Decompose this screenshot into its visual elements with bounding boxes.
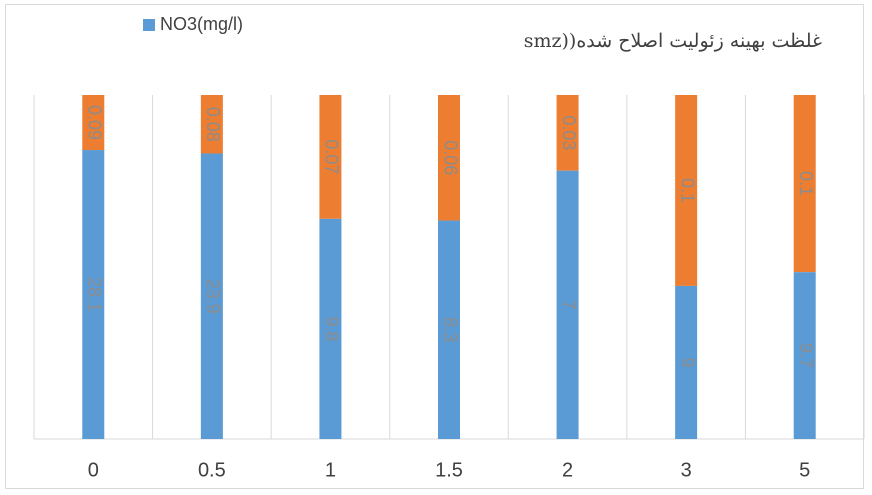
data-label-orange-0.5: 0.08 <box>203 107 223 142</box>
data-label-orange-3: 0.1 <box>677 178 697 203</box>
x-tick-3: 3 <box>681 459 692 481</box>
bar-blue-0 <box>82 150 105 440</box>
x-tick-1.5: 1.5 <box>435 459 463 481</box>
bar-orange-1 <box>319 95 342 219</box>
data-label-orange-5: 0.1 <box>796 171 816 196</box>
chart-frame <box>5 4 864 489</box>
legend-label-no3: NO3(mg/l) <box>160 14 244 34</box>
data-label-orange-1.5: 0.06 <box>440 140 460 175</box>
data-label-blue-2: 7 <box>559 300 579 310</box>
data-label-blue-3: 9 <box>677 357 697 367</box>
x-tick-0.5: 0.5 <box>198 459 226 481</box>
data-label-blue-0.5: 23.9 <box>203 279 223 314</box>
data-label-blue-0: 28.1 <box>85 277 105 312</box>
chart-title: غلظت بهینه زئولیت اصلاح شده((smz <box>523 30 822 52</box>
data-label-blue-1.5: 8.3 <box>440 317 460 342</box>
bar-orange-3 <box>675 95 698 286</box>
bar-blue-0.5 <box>200 153 223 440</box>
data-label-blue-5: 9.7 <box>796 343 816 368</box>
x-tick-0: 0 <box>88 459 99 481</box>
bar-blue-1.5 <box>438 220 460 439</box>
x-tick-2: 2 <box>562 459 573 481</box>
x-tick-1: 1 <box>325 459 336 481</box>
bar-orange-0 <box>82 95 105 151</box>
legend-swatch-no3 <box>143 18 155 31</box>
bar-orange-2 <box>556 95 579 171</box>
bar-orange-0.5 <box>200 95 223 154</box>
bar-blue-1 <box>319 218 342 439</box>
data-label-blue-1: 9.8 <box>322 316 342 341</box>
bar-blue-5 <box>793 272 816 439</box>
data-label-orange-0: 0.09 <box>85 105 105 140</box>
bar-orange-5 <box>793 95 816 273</box>
bar-blue-2 <box>556 170 579 439</box>
bar-orange-1.5 <box>438 95 460 221</box>
data-label-orange-1: 0.07 <box>322 139 342 174</box>
legend: NO3(mg/l) <box>143 14 243 35</box>
data-label-orange-2: 0.03 <box>559 115 579 150</box>
bar-blue-3 <box>675 285 698 439</box>
x-tick-5: 5 <box>799 459 810 481</box>
